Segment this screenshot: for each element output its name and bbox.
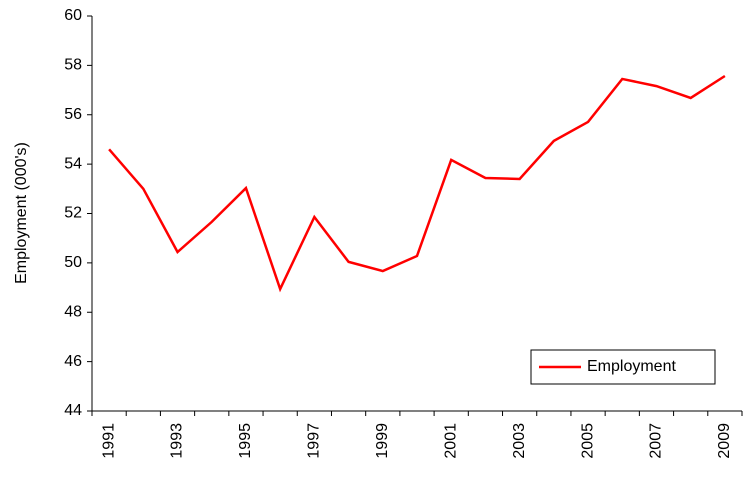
x-tick-label: 2007 — [648, 423, 665, 459]
y-tick-label: 60 — [64, 7, 82, 24]
x-tick-label: 2009 — [716, 423, 733, 459]
y-tick-label: 52 — [64, 205, 82, 222]
data-line — [108, 74, 726, 293]
y-tick-label: 50 — [64, 254, 82, 271]
x-tick-label: 1993 — [169, 423, 186, 459]
y-tick-label: 54 — [64, 155, 82, 172]
x-tick-label: 1999 — [374, 423, 391, 459]
y-tick-label: 48 — [64, 303, 82, 320]
x-tick-label: 1991 — [100, 423, 117, 459]
x-tick-label: 2003 — [511, 423, 528, 459]
x-tick-label: 2005 — [579, 423, 596, 459]
x-tick-label: 2001 — [442, 423, 459, 459]
y-tick-label: 56 — [64, 106, 82, 123]
y-tick-label: 46 — [64, 353, 82, 370]
x-tick-label: 1995 — [237, 423, 254, 459]
y-tick-label: 58 — [64, 57, 82, 74]
y-tick-label: 44 — [64, 402, 82, 419]
x-tick-label: 1997 — [306, 423, 323, 459]
legend-label: Employment — [587, 358, 676, 375]
y-axis-label: Employment (000's) — [13, 142, 30, 284]
